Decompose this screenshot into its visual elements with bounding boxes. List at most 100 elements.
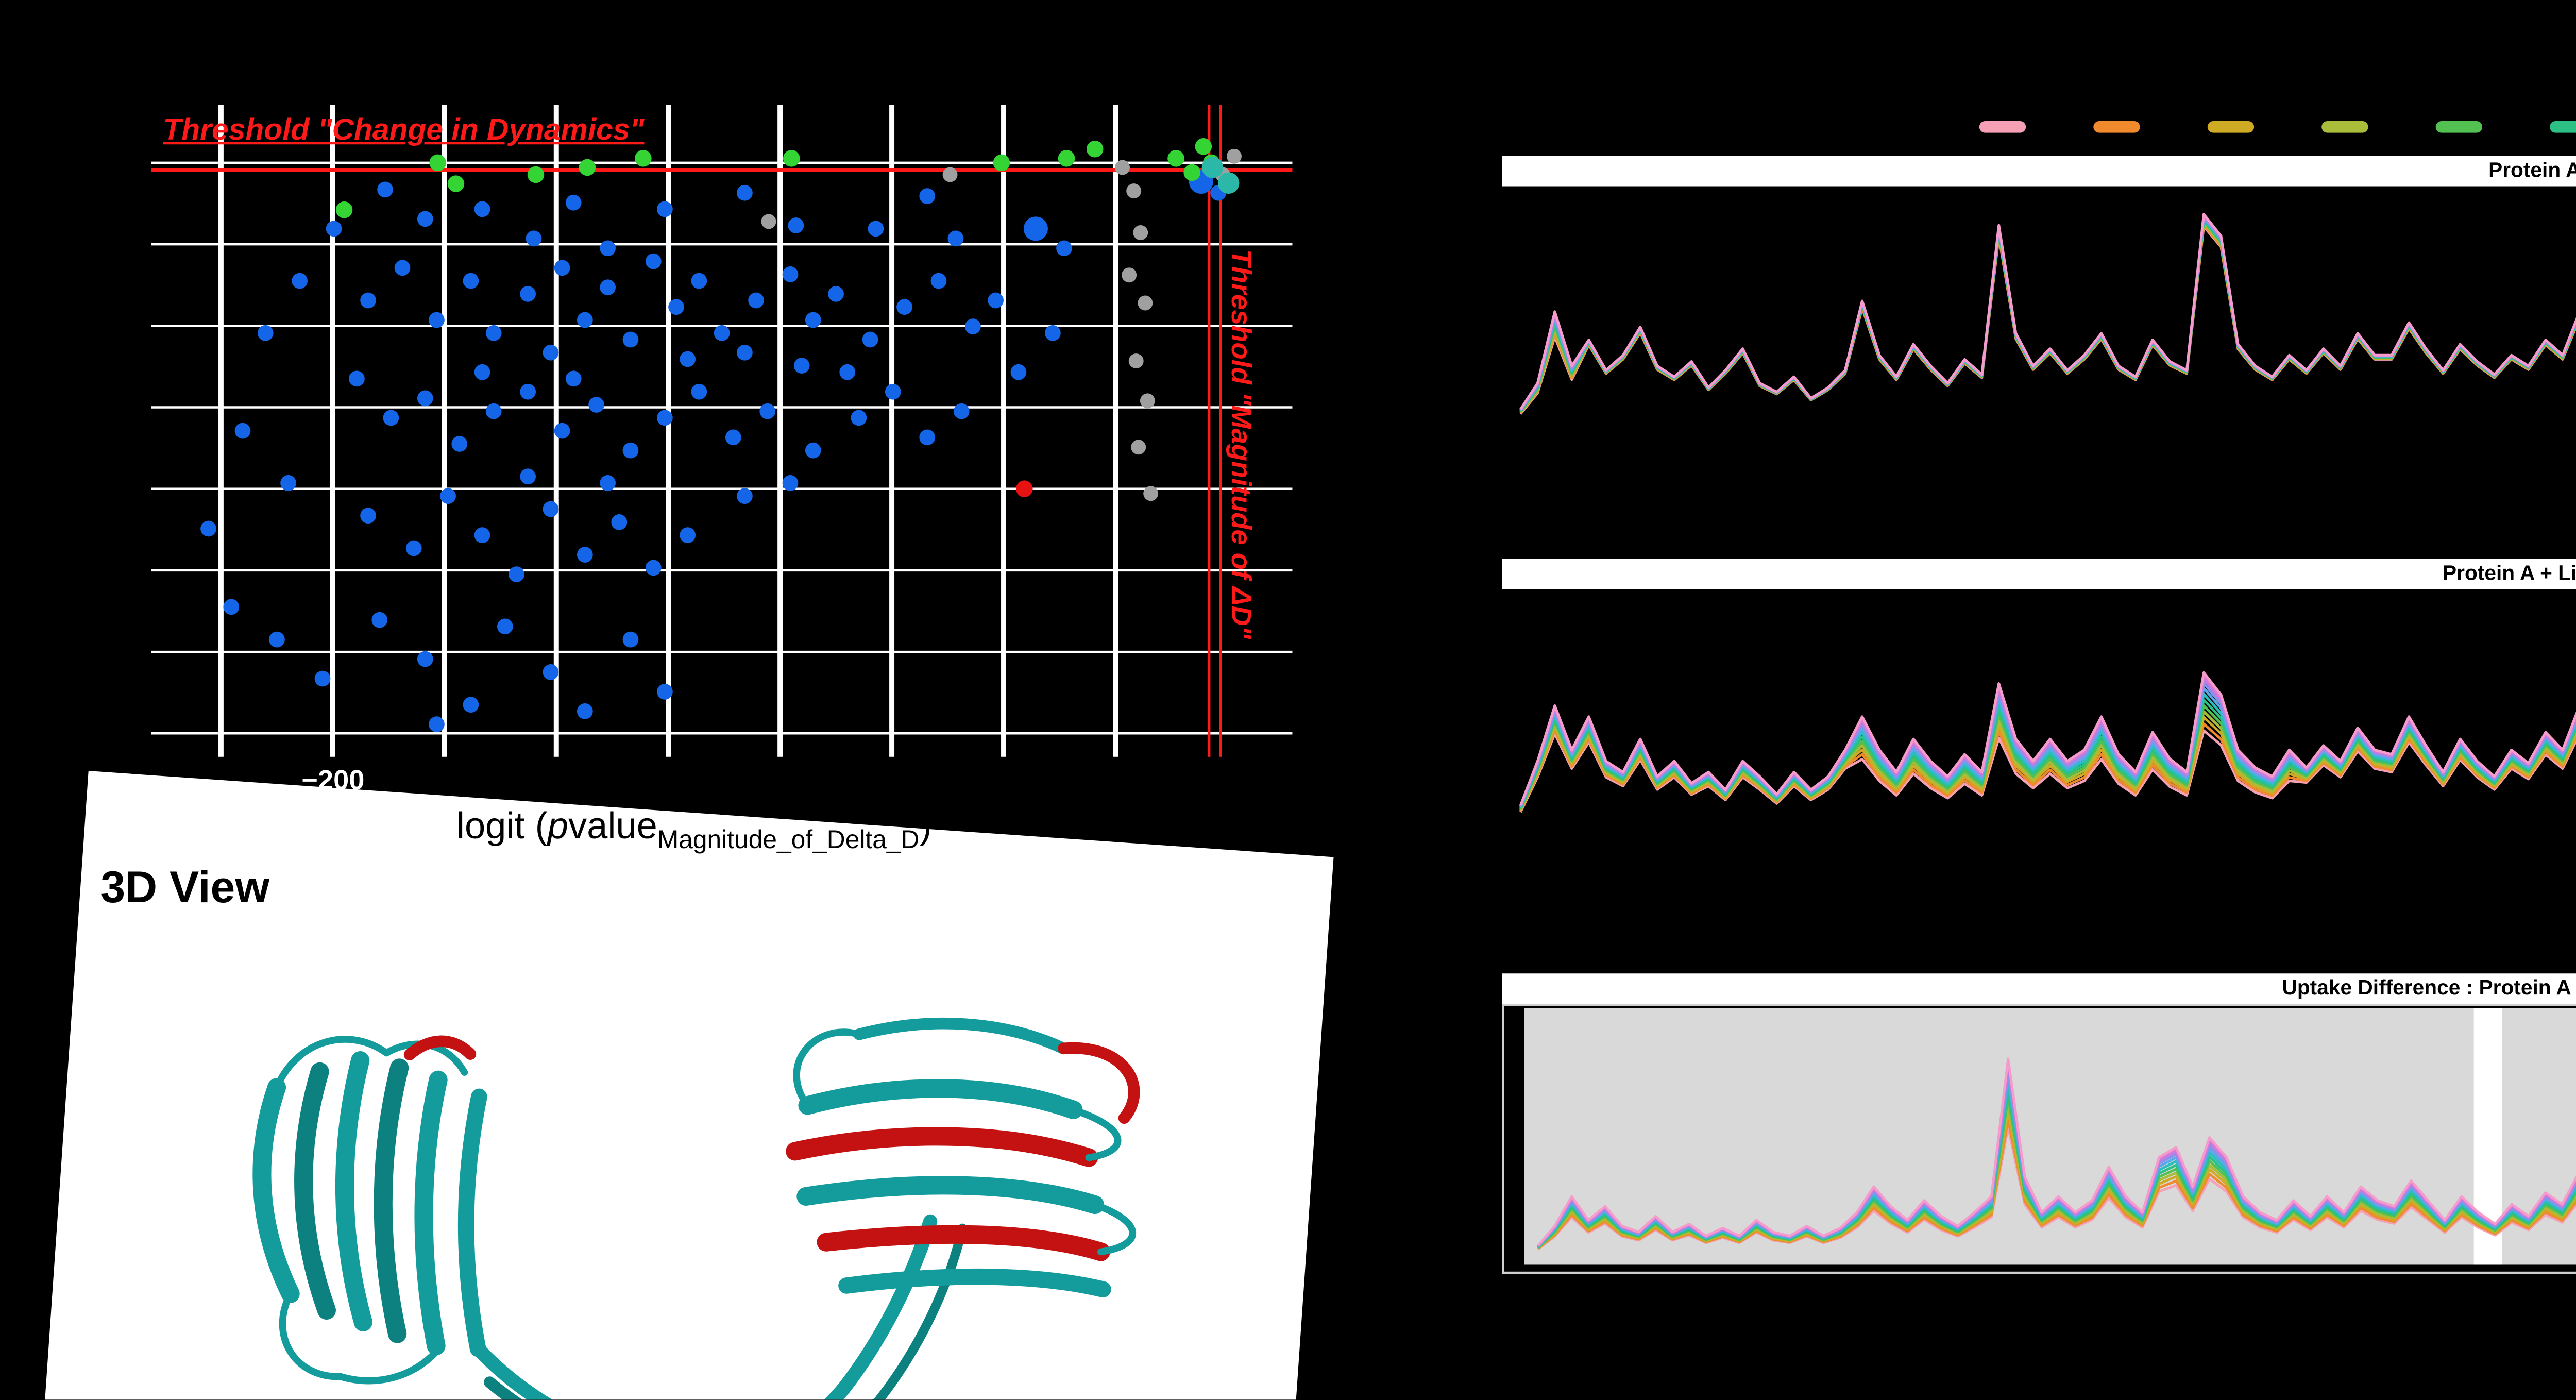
scatter-point[interactable] [349,370,365,387]
scatter-point[interactable] [314,670,331,687]
uptake-trace[interactable] [1519,617,2576,806]
scatter-point[interactable] [725,429,741,446]
scatter-point[interactable] [737,344,753,361]
scatter-point[interactable] [657,684,673,700]
uptake-chart-protein-a[interactable] [1502,186,2576,554]
scatter-point[interactable] [394,260,411,276]
scatter-point[interactable] [360,508,376,524]
scatter-point[interactable] [292,273,308,289]
scatter-point[interactable] [360,292,376,309]
legend-swatch[interactable] [2550,121,2576,133]
scatter-point[interactable] [565,370,582,387]
uptake-trace[interactable] [1519,218,2576,412]
scatter-point[interactable] [527,166,545,183]
protein-ribbon[interactable] [105,915,1235,1400]
scatter-point[interactable] [862,331,878,348]
scatter-point[interactable] [543,344,559,361]
scatter-point[interactable] [691,273,707,289]
scatter-point[interactable] [440,488,456,504]
uptake-trace[interactable] [1519,213,2576,410]
scatter-point[interactable] [1133,225,1148,240]
scatter-point[interactable] [600,240,616,257]
scatter-point[interactable] [793,358,810,374]
scatter-point[interactable] [417,211,433,227]
scatter-point[interactable] [588,397,604,413]
legend-swatch[interactable] [1979,121,2026,133]
scatter-point[interactable] [269,631,285,648]
scatter-point[interactable] [737,184,753,201]
scatter-point[interactable] [714,325,730,341]
scatter-point[interactable] [474,364,490,380]
scatter-point[interactable] [200,520,216,537]
legend-swatch[interactable] [2435,121,2483,133]
scatter-point[interactable] [737,488,753,504]
uptake-trace[interactable] [1537,1118,2576,1250]
uptake-trace[interactable] [1519,214,2576,411]
scatter-point[interactable] [554,423,570,439]
scatter-point[interactable] [447,175,465,192]
uptake-trace[interactable] [1519,217,2576,412]
scatter-point[interactable] [1227,148,1242,164]
scatter-point[interactable] [429,716,445,733]
legend-swatch[interactable] [2207,121,2255,133]
legend-swatch[interactable] [2093,121,2140,133]
scatter-point[interactable] [896,299,912,315]
scatter-point[interactable] [947,230,964,247]
scatter-point[interactable] [622,331,639,348]
scatter-point[interactable] [1015,480,1033,497]
scatter-point[interactable] [223,599,240,615]
scatter-point[interactable] [611,514,628,530]
scatter-point[interactable] [635,150,652,167]
scatter-point[interactable] [782,475,799,491]
scatter-point[interactable] [805,442,821,459]
scatter-point[interactable] [828,286,844,302]
scatter-point[interactable] [851,410,867,426]
scatter-point[interactable] [377,181,393,198]
scatter-point[interactable] [1128,353,1144,369]
scatter-point[interactable] [964,318,981,335]
scatter-point[interactable] [1195,138,1212,155]
scatter-point[interactable] [234,423,251,439]
scatter-point[interactable] [485,403,502,419]
scatter-point[interactable] [668,299,684,315]
uptake-trace[interactable] [1519,221,2576,413]
scatter-point[interactable] [645,560,662,576]
uptake-trace[interactable] [1519,216,2576,411]
scatter-point[interactable] [1058,150,1075,167]
scatter-point[interactable] [942,167,958,182]
scatter-point[interactable] [326,221,342,237]
scatter-point[interactable] [417,651,433,667]
scatter-point[interactable] [1143,486,1159,501]
volcano-scatter-plot[interactable] [151,105,1293,757]
scatter-point[interactable] [680,351,696,367]
scatter-point[interactable] [280,475,296,491]
scatter-point[interactable] [520,286,536,302]
uptake-trace[interactable] [1519,215,2576,411]
scatter-point[interactable] [485,325,502,341]
legend-swatch[interactable] [2321,121,2368,133]
scatter-point[interactable] [383,410,399,426]
scatter-point[interactable] [1086,140,1104,158]
scatter-point[interactable] [645,253,662,269]
uptake-trace[interactable] [1519,224,2576,414]
scatter-point[interactable] [474,201,490,217]
scatter-point[interactable] [429,154,446,172]
scatter-point[interactable] [761,214,776,229]
scatter-point[interactable] [565,194,582,211]
scatter-point[interactable] [520,383,536,400]
scatter-point[interactable] [1183,164,1200,181]
scatter-point[interactable] [919,188,936,204]
scatter-point[interactable] [691,383,707,400]
scatter-point[interactable] [805,312,821,328]
scatter-point[interactable] [657,410,673,426]
uptake-trace[interactable] [1519,222,2576,414]
scatter-point[interactable] [543,501,559,517]
scatter-point[interactable] [919,429,936,446]
uptake-chart-protein-a-ligand[interactable] [1502,589,2576,967]
scatter-point[interactable] [680,527,696,544]
scatter-point[interactable] [930,273,947,289]
scatter-point[interactable] [1122,267,1137,283]
scatter-point[interactable] [257,325,274,341]
scatter-point[interactable] [622,631,639,648]
scatter-point[interactable] [885,383,901,400]
